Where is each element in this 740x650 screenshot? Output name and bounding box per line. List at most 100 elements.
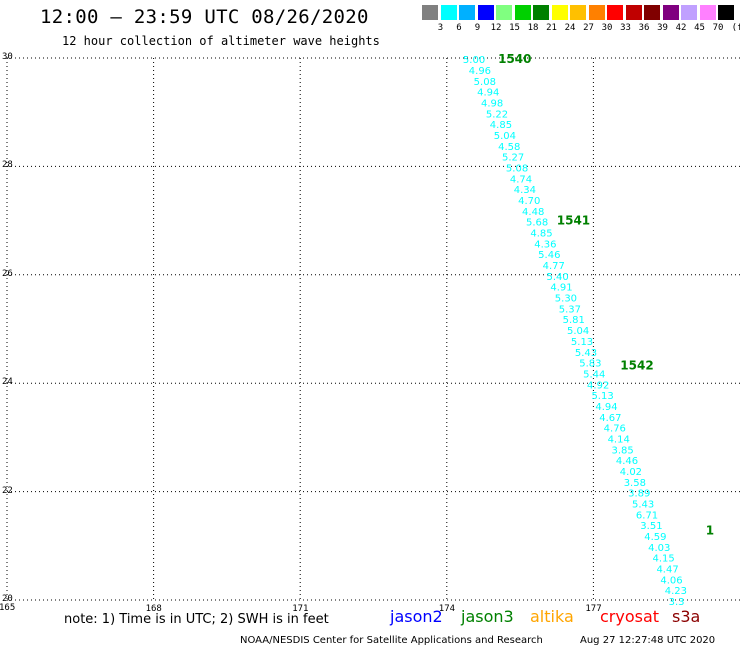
legend-label: 70 (712, 23, 724, 33)
satellite-name: jason2 (390, 607, 443, 626)
satellite-name: jason3 (461, 607, 514, 626)
wave-height-value: 5.30 (555, 294, 577, 305)
legend-swatch (551, 5, 568, 20)
wave-height-value: 5.43 (575, 348, 597, 359)
legend-label: 3 (437, 23, 444, 33)
wave-height-value: 3.58 (624, 478, 646, 489)
legend-label: 36 (638, 23, 650, 33)
latitude-tick-label: 22 (2, 485, 13, 496)
legend-label: 45 (694, 23, 705, 33)
wave-height-value: 5.04 (494, 131, 516, 142)
legend-swatch (514, 5, 531, 20)
map-subtitle: 12 hour collection of altimeter wave hei… (62, 34, 380, 48)
legend-label: 6 (456, 23, 462, 33)
legend-swatch (496, 5, 512, 20)
wave-height-value: 4.23 (665, 586, 687, 597)
wave-height-value: 5.08 (474, 77, 496, 88)
wave-height-value: 5.83 (579, 359, 601, 370)
legend-label: 24 (564, 23, 576, 33)
wave-height-value: 3.51 (640, 521, 662, 532)
legend-swatch (440, 5, 457, 20)
wave-height-value: 4.48 (522, 207, 544, 218)
legend-label: 18 (527, 23, 539, 33)
wave-height-value: 4.77 (543, 261, 565, 272)
longitude-tick-label: 174 (438, 604, 456, 614)
map-title: 12:00 – 23:59 UTC 08/26/2020 (40, 6, 369, 28)
wave-height-value: 4.06 (660, 575, 682, 586)
credit-line: NOAA/NESDIS Center for Satellite Applica… (240, 635, 543, 646)
wave-height-value: 5.04 (567, 326, 589, 337)
legend-swatch (718, 5, 734, 20)
pass-time-label: 1542 (620, 358, 653, 372)
wave-height-value: 4.70 (518, 196, 540, 207)
wave-height-value: 4.47 (656, 565, 678, 576)
legend-swatch (588, 5, 605, 20)
wave-height-value: 4.03 (648, 543, 670, 554)
longitude-tick-label: 177 (585, 604, 602, 614)
wave-height-value: 4.85 (490, 120, 512, 131)
satellite-name: altika (530, 607, 574, 626)
wave-height-value: 5.08 (506, 163, 528, 174)
legend-label: 33 (620, 23, 631, 33)
legend-swatch (607, 5, 623, 20)
map-grid (6, 57, 740, 601)
wave-height-value: 4.85 (530, 229, 552, 240)
wave-height-value: 4.67 (599, 413, 621, 424)
satellite-name: s3a (672, 607, 701, 626)
longitude-tick-label: 168 (145, 604, 162, 614)
wave-height-value: 4.15 (653, 554, 675, 565)
wave-height-value: 5.37 (559, 304, 581, 315)
wave-height-value: 5.46 (538, 250, 560, 261)
wave-height-value: 5.13 (571, 337, 593, 348)
legend-swatch (662, 5, 679, 20)
legend-label: 42 (675, 23, 687, 33)
wave-height-value: 4.34 (514, 185, 536, 196)
legend-swatch (422, 5, 438, 20)
altimeter-observations: 5.004.965.084.944.985.224.855.044.585.27… (463, 55, 687, 608)
latitude-tick-label: 30 (2, 52, 13, 62)
legend-label: 15 (509, 23, 520, 33)
legend-label: 30 (601, 23, 613, 33)
wave-height-value: 4.02 (620, 467, 642, 478)
wave-height-value: 4.36 (534, 239, 556, 250)
legend-swatch (533, 5, 549, 20)
wave-height-value: 5.81 (563, 315, 585, 326)
legend-swatch (644, 5, 660, 20)
latitude-tick-label: 26 (2, 268, 13, 279)
footer-note: note: 1) Time is in UTC; 2) SWH is in fe… (64, 612, 329, 627)
longitude-tick-label: 171 (292, 604, 309, 614)
wave-height-value: 6.71 (636, 510, 658, 521)
wave-height-value: 4.94 (595, 402, 617, 413)
wave-height-value: 3.85 (611, 445, 633, 456)
pass-labels: 1540 1541 1542 1 (498, 52, 714, 538)
pass-time-label: 1540 (498, 52, 531, 66)
wave-height-value: 4.74 (510, 174, 532, 185)
pass-time-label: 1 (706, 524, 714, 538)
wave-height-value: 3.3 (669, 597, 685, 608)
legend-label: 27 (583, 23, 594, 33)
wave-height-value: 5.68 (526, 218, 548, 229)
wave-height-value: 4.91 (550, 283, 572, 294)
wave-height-value: 4.46 (616, 456, 638, 467)
legend-swatch (477, 5, 494, 20)
legend-label: 9 (474, 23, 481, 33)
wave-height-value: 5.40 (546, 272, 568, 283)
legend-label: 21 (546, 23, 557, 33)
wave-height-value: 4.98 (481, 98, 503, 109)
wave-height-value: 4.92 (587, 380, 609, 391)
wave-height-value: 5.27 (502, 153, 524, 164)
wave-height-value: 5.43 (632, 500, 654, 511)
longitude-tick-label: 165 (0, 603, 16, 613)
satellite-name: cryosat (600, 607, 660, 626)
wave-height-value: 4.59 (644, 532, 666, 543)
latitude-tick-label: 20 (2, 594, 13, 604)
legend-swatch (681, 5, 697, 20)
wave-height-value: 4.94 (477, 88, 499, 99)
latitude-tick-label: 28 (2, 160, 13, 171)
legend-swatch (570, 5, 586, 20)
wave-height-value: 4.96 (469, 66, 491, 77)
wave-height-value: 4.58 (498, 142, 520, 153)
legend-label: 39 (657, 23, 668, 33)
wave-height-value: 3.89 (628, 489, 650, 500)
